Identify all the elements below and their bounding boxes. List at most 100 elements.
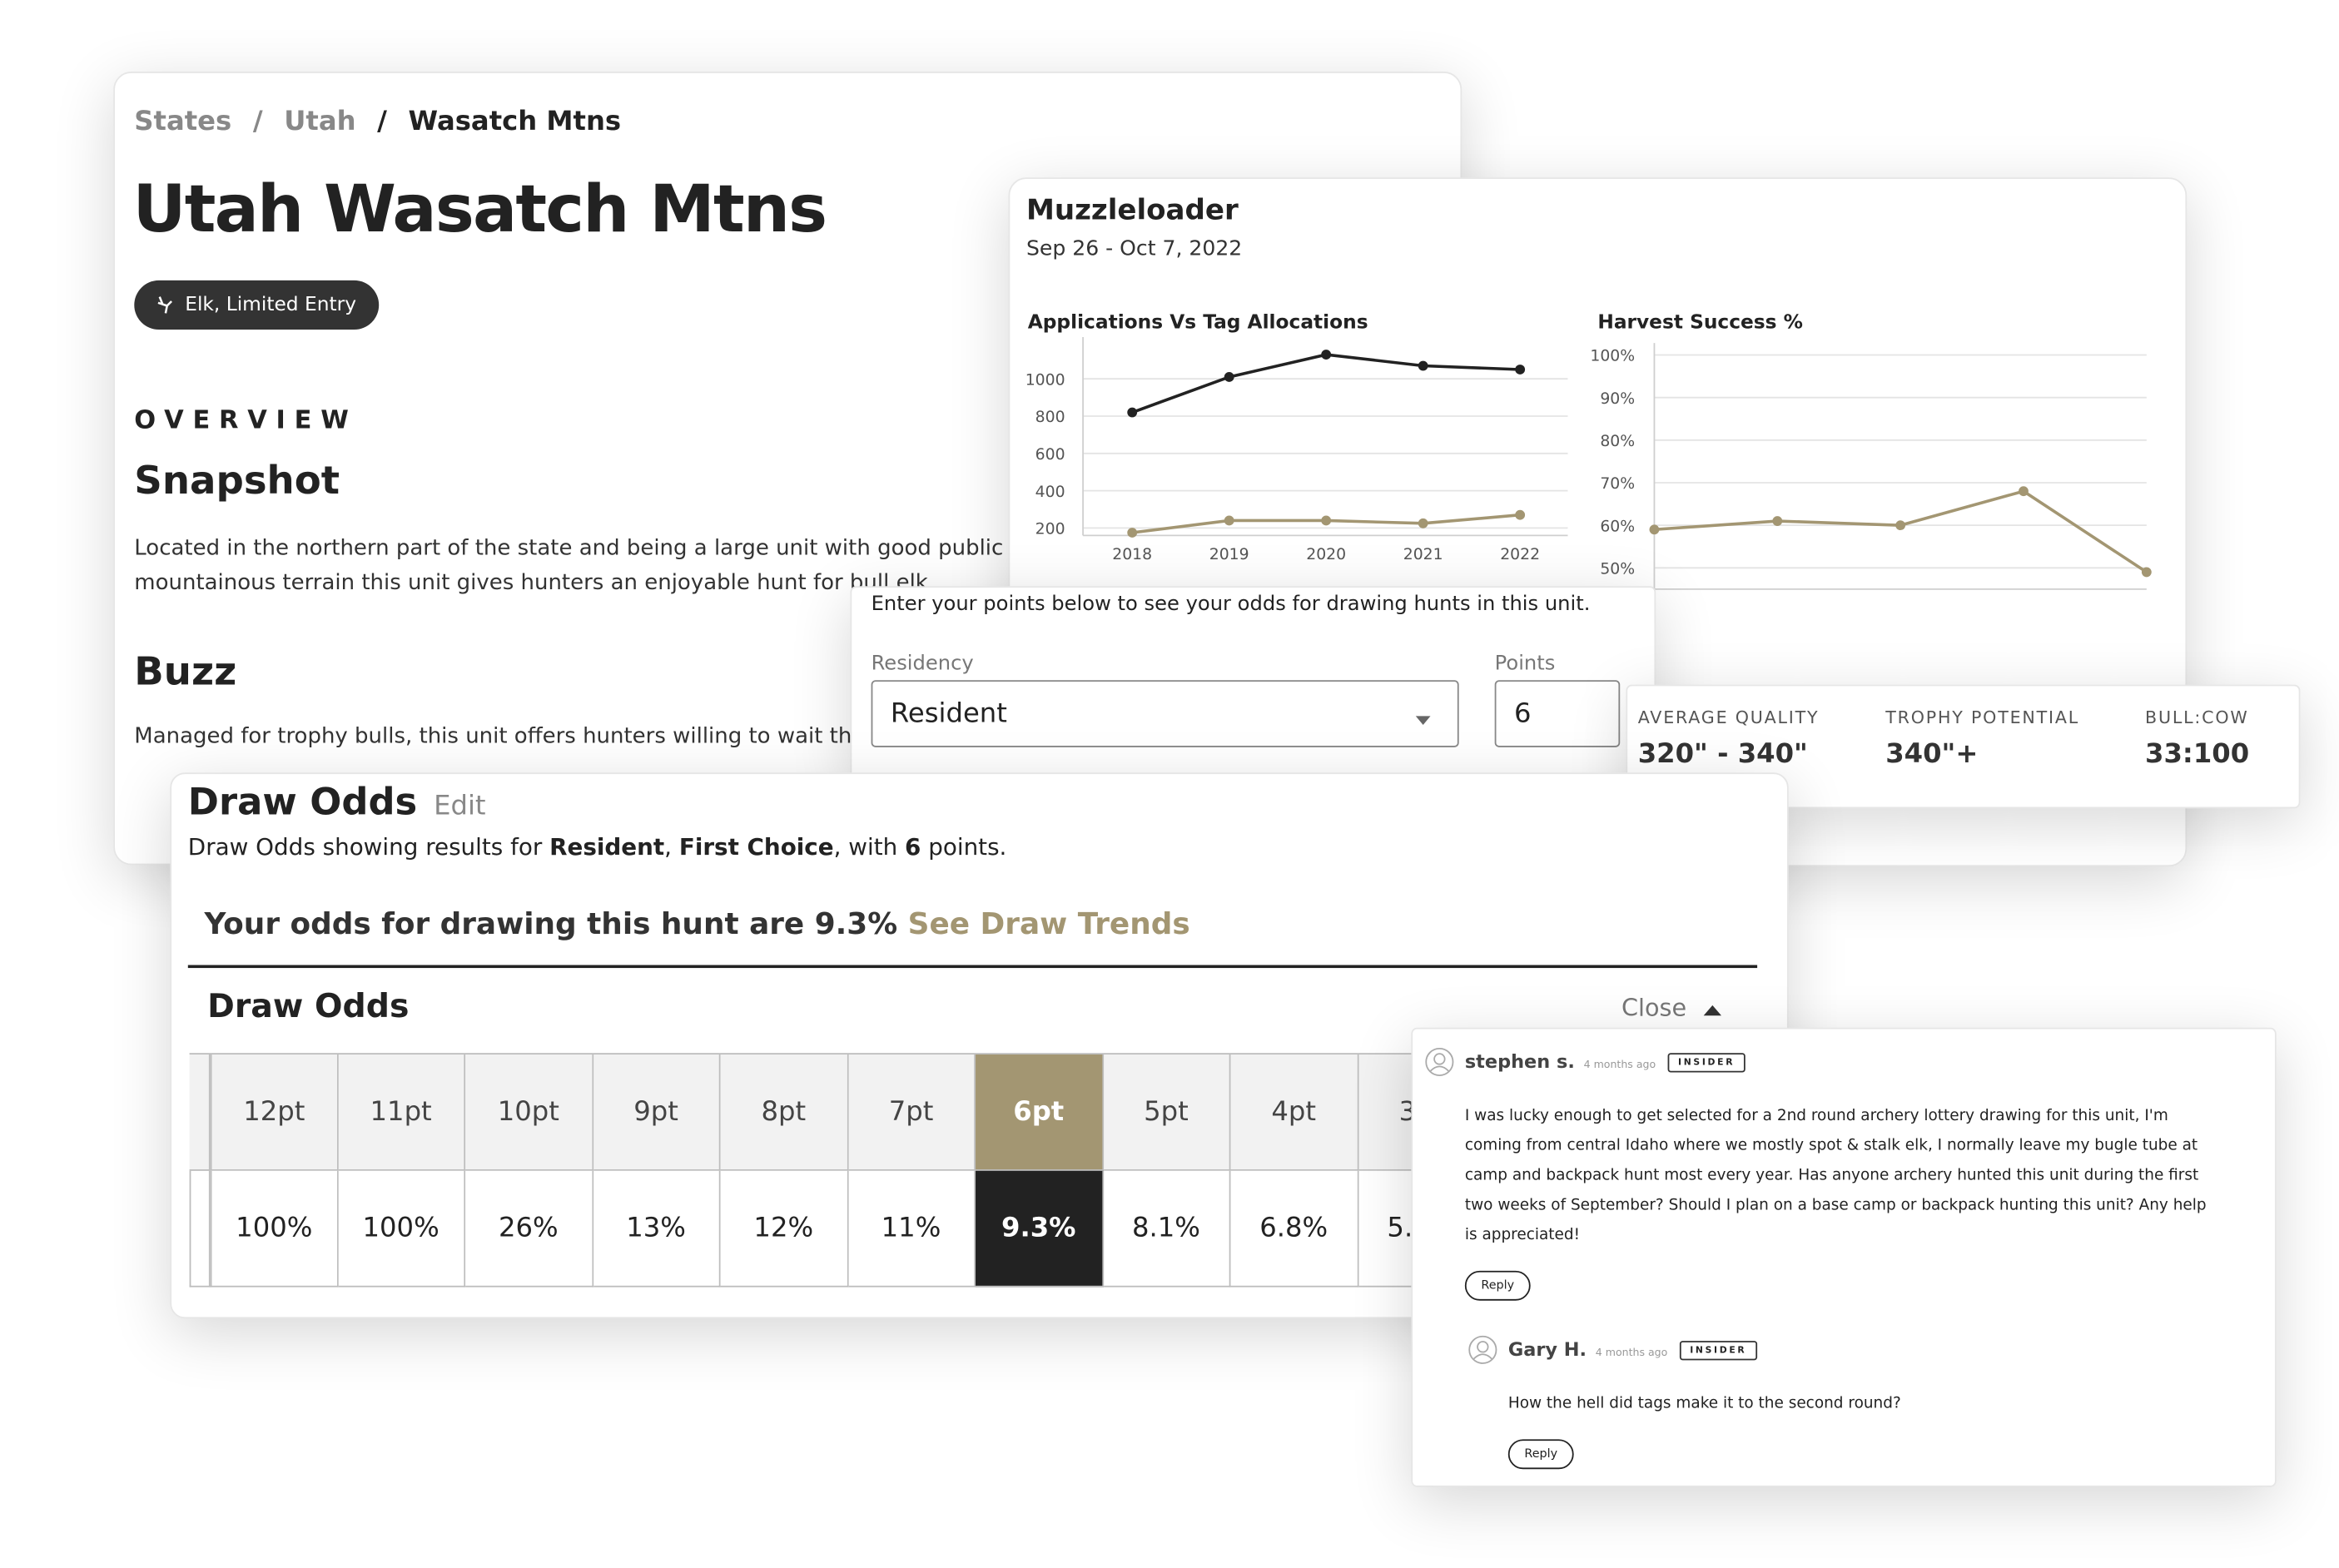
data-point xyxy=(1649,524,1660,535)
stat-label: TROPHY POTENTIAL xyxy=(1885,707,2080,728)
y-tick-label: 70% xyxy=(1600,475,1635,493)
form-instruction: Enter your points below to see your odds… xyxy=(871,592,1591,617)
data-point xyxy=(1895,520,1906,531)
chart-title: Applications Vs Tag Allocations xyxy=(1028,310,1368,333)
reply-button[interactable]: Reply xyxy=(1507,1439,1574,1470)
data-point xyxy=(2019,486,2029,497)
comment-header: Gary H. 4 months ago INSIDER xyxy=(1508,1338,1757,1361)
avatar-head xyxy=(1477,1341,1489,1353)
y-tick-label: 90% xyxy=(1600,390,1635,408)
y-tick-label: 50% xyxy=(1600,560,1635,578)
snapshot-title: Snapshot xyxy=(134,459,340,504)
summary-text: Draw Odds showing results for xyxy=(187,833,550,861)
y-tick-label: 1000 xyxy=(1025,371,1065,389)
x-tick-label: 2018 xyxy=(1112,546,1152,563)
avatar xyxy=(1425,1047,1454,1077)
y-tick-label: 800 xyxy=(1035,409,1065,426)
data-point xyxy=(1224,372,1234,382)
column-header: 9pt xyxy=(593,1054,721,1171)
data-point xyxy=(1127,407,1138,418)
summary-emphasis: First Choice xyxy=(678,833,834,861)
table-title: Draw Odds xyxy=(207,989,410,1026)
data-point xyxy=(1772,516,1783,526)
insider-badge: INSIDER xyxy=(1667,1053,1746,1073)
page-title: Utah Wasatch Mtns xyxy=(132,171,827,248)
summary-emphasis: Resident xyxy=(549,833,665,861)
breadcrumb-current: Wasatch Mtns xyxy=(408,106,622,137)
buzz-text: Managed for trophy bulls, this unit offe… xyxy=(134,724,866,749)
draw-summary: Draw Odds showing results for Resident , … xyxy=(188,834,1007,861)
overview-heading: OVERVIEW xyxy=(134,405,358,436)
table-stub xyxy=(189,1170,211,1288)
close-arrow xyxy=(1703,1005,1721,1016)
y-tick-label: 100% xyxy=(1590,348,1635,365)
data-point xyxy=(1321,515,1332,526)
stat-value: 33:100 xyxy=(2145,738,2250,770)
y-tick-label: 80% xyxy=(1600,433,1635,450)
table-stub xyxy=(189,1054,211,1171)
breadcrumb-link[interactable]: Utah xyxy=(284,106,356,137)
column-header: 12pt xyxy=(210,1054,338,1171)
comment-author: stephen s. xyxy=(1464,1049,1575,1073)
points-form: Enter your points below to see your odds… xyxy=(850,586,1656,781)
snapshot-text: Located in the northern part of the stat… xyxy=(134,537,1131,596)
odds-text: Your odds for drawing this hunt are 9.3% xyxy=(204,905,898,941)
residency-select[interactable]: Resident xyxy=(871,680,1459,747)
insider-badge: INSIDER xyxy=(1679,1341,1757,1361)
odds-cell: 6.8% xyxy=(1230,1170,1358,1288)
breadcrumb-link[interactable]: States xyxy=(134,106,232,137)
points-label: Points xyxy=(1494,652,1556,676)
data-point xyxy=(1515,365,1526,375)
odds-cell: 26% xyxy=(465,1170,593,1288)
y-tick-label: 60% xyxy=(1600,518,1635,535)
comment-time: 4 months ago xyxy=(1595,1347,1668,1359)
data-point xyxy=(1515,509,1526,520)
comment-author: Gary H. xyxy=(1507,1337,1587,1361)
comments-card: stephen s. 4 months ago INSIDER I was lucky… xyxy=(1411,1027,2277,1487)
elk-icon xyxy=(157,296,172,314)
divider xyxy=(187,965,1758,968)
points-value: 6 xyxy=(1513,697,1532,730)
breadcrumb: States / Utah / Wasatch Mtns xyxy=(134,106,621,137)
odds-cell: 12% xyxy=(720,1170,848,1288)
y-tick-label: 600 xyxy=(1035,446,1065,464)
series-line xyxy=(1654,489,2148,573)
draw-odds-title: Draw Odds xyxy=(187,780,418,824)
data-point xyxy=(2141,567,2152,578)
odds-line: Your odds for drawing this hunt are 9.3%… xyxy=(205,906,1190,941)
column-header: 4pt xyxy=(1230,1054,1358,1171)
summary-text: points. xyxy=(921,833,1007,861)
points-input[interactable]: 6 xyxy=(1494,680,1621,747)
comment-time: 4 months ago xyxy=(1583,1059,1656,1071)
avatar-head xyxy=(1433,1053,1446,1065)
column-header: 10pt xyxy=(465,1054,593,1171)
edit-link[interactable]: Edit xyxy=(434,790,486,822)
y-tick-label: 400 xyxy=(1035,484,1065,501)
data-point xyxy=(1224,515,1234,526)
data-point xyxy=(1418,360,1428,371)
breadcrumb-separator: / xyxy=(252,106,263,137)
column-header: 5pt xyxy=(1103,1054,1231,1171)
avatar-ring xyxy=(1425,1047,1454,1077)
stat-value: 320" - 340" xyxy=(1637,738,1808,770)
residency-value: Resident xyxy=(890,697,1007,730)
odds-table: 12pt 100% 11pt 100% 10pt 26% 9pt 13% 8pt 12% 7pt 11… xyxy=(189,1053,1787,1288)
comment-header: stephen s. 4 months ago INSIDER xyxy=(1465,1050,1746,1073)
hunt-name: Muzzleloader xyxy=(1025,193,1239,227)
buzz-title: Buzz xyxy=(134,650,237,696)
trends-link[interactable]: See Draw Trends xyxy=(907,905,1190,941)
x-tick-label: 2019 xyxy=(1209,546,1249,563)
stat-label: BULL:COW xyxy=(2145,707,2249,728)
data-point xyxy=(1418,518,1428,528)
avatar xyxy=(1468,1335,1497,1364)
chart-title: Harvest Success % xyxy=(1597,310,1803,333)
close-toggle[interactable]: Close xyxy=(1621,994,1721,1022)
draw-odds-header: Draw Odds Edit xyxy=(188,780,486,823)
reply-button[interactable]: Reply xyxy=(1464,1270,1531,1301)
odds-cell: 100% xyxy=(337,1170,466,1288)
stat-value: 340"+ xyxy=(1885,738,1979,770)
comment-text: How the hell did tags make it to the sec… xyxy=(1507,1394,1901,1413)
y-tick-label: 200 xyxy=(1035,521,1065,538)
